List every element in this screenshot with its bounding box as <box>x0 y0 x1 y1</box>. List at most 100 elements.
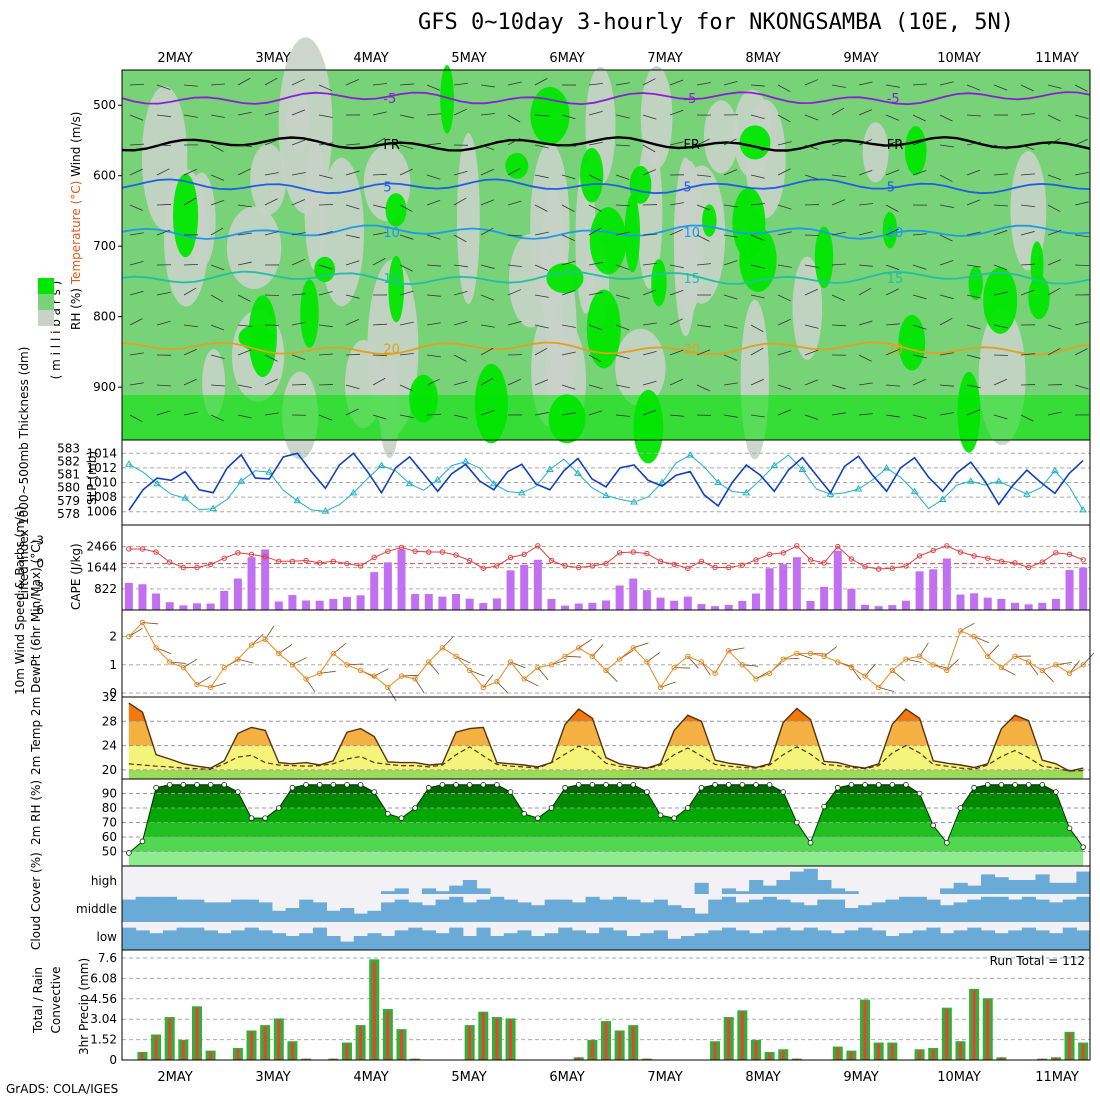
rh-legend-light <box>38 310 54 326</box>
rh2m-point <box>862 781 868 788</box>
temperature-contour-label: FR <box>887 138 904 153</box>
precip-conv-bar <box>918 1050 922 1060</box>
wind-barb <box>885 323 900 326</box>
cape-bar <box>274 601 283 610</box>
cloud-cell <box>190 899 205 922</box>
cloud-cell <box>871 902 886 922</box>
wind-barb <box>291 109 306 116</box>
rh2m-band <box>128 837 1084 852</box>
date-label-top: 9MAY <box>843 51 878 66</box>
wind-barb <box>912 139 927 146</box>
wind10m-point <box>589 653 596 660</box>
rh-patch-dark <box>586 289 621 369</box>
wind-barb <box>453 380 468 386</box>
temperature-contour-line <box>121 224 1091 240</box>
cape-bar <box>997 598 1006 610</box>
wind10m-point <box>316 670 323 676</box>
cloud-cell <box>558 927 573 950</box>
precip-conv-bar <box>877 1043 881 1060</box>
wind-barb <box>966 354 981 359</box>
wind-barb <box>993 264 1008 271</box>
li-point <box>616 550 623 556</box>
cape-bar <box>1038 602 1047 610</box>
wind-barb <box>777 384 792 390</box>
thickness-point <box>658 478 666 485</box>
wind-barb <box>1047 411 1062 416</box>
precip-conv-bar <box>727 1018 731 1060</box>
temperature-contour-label: 10 <box>383 226 400 241</box>
precip-conv-bar <box>277 1019 281 1060</box>
wind-barb <box>966 294 981 299</box>
temperature-contour-line <box>121 135 1091 152</box>
rh2m-point <box>1053 789 1059 795</box>
li-point <box>848 556 855 562</box>
cape-bar <box>779 564 788 610</box>
cloud-cell <box>408 902 423 922</box>
wind-barb <box>1047 287 1061 296</box>
credit-text: GrADS: COLA/IGES <box>6 1082 119 1096</box>
wind-barb <box>129 143 144 146</box>
wind10m-point <box>1012 653 1018 660</box>
cloud-cell <box>776 880 791 894</box>
wind-barb <box>750 203 765 206</box>
wind-barb <box>1020 173 1035 176</box>
cloud-cell <box>476 888 491 894</box>
wind-barb <box>372 258 386 266</box>
li-point <box>671 561 677 568</box>
wind-barb <box>426 199 441 206</box>
wind-barb <box>210 114 225 118</box>
rh2m-point <box>371 789 378 795</box>
date-label-top: 4MAY <box>353 51 388 66</box>
precip-conv-bar <box>713 1042 717 1060</box>
wind-barb <box>804 114 819 121</box>
wind-barb <box>696 138 710 146</box>
temp-band <box>128 703 1084 722</box>
wind-barb <box>480 144 495 151</box>
wind-barb <box>1020 353 1035 356</box>
rh2m-point <box>357 781 364 788</box>
date-label-top: 10MAY <box>937 51 981 66</box>
cape-bar <box>302 600 311 610</box>
wind-barb <box>210 414 224 422</box>
wind-barb <box>750 144 764 152</box>
li-point <box>603 560 609 567</box>
wind-barb <box>939 144 954 148</box>
cloud-cell <box>340 908 355 922</box>
precip-conv-bar <box>1040 1058 1044 1060</box>
wind-barb <box>561 384 576 390</box>
cloud-cell <box>122 899 137 922</box>
precip-conv-bar <box>495 1018 499 1060</box>
cloud-cell <box>421 930 437 950</box>
cape-bar <box>588 602 597 610</box>
wind-barb <box>777 294 791 302</box>
li-point <box>985 555 991 561</box>
rh2m-band <box>128 793 1084 808</box>
thickness-point <box>125 460 133 467</box>
cloud-cell <box>1008 930 1023 950</box>
wind-barb <box>831 107 845 116</box>
wind-barb <box>399 83 414 86</box>
cloud-cell <box>1076 896 1091 922</box>
wind-barb <box>372 231 387 236</box>
wind-barb <box>291 354 306 360</box>
wind-barb <box>156 204 172 206</box>
dewpt-line <box>128 744 1084 772</box>
wind-barb <box>372 111 387 116</box>
cloud-cell <box>149 933 164 950</box>
li-point <box>766 551 773 558</box>
cloud-cell <box>790 930 805 950</box>
cloud-cell <box>312 902 328 922</box>
cloud-cell <box>217 902 232 922</box>
wind-barb <box>1074 114 1089 120</box>
temperature-contour-label: 5 <box>683 180 691 195</box>
wind-barb <box>345 234 360 239</box>
wind-barb <box>642 322 657 326</box>
precip-conv-bar <box>290 1042 294 1060</box>
cloud-cell <box>462 880 477 894</box>
wind-barb <box>588 204 602 212</box>
rh-patch-dark <box>983 267 1018 334</box>
rh2m-point <box>398 815 405 821</box>
wind-barb <box>399 264 413 272</box>
cloud-cell <box>190 927 205 950</box>
precip-conv-bar <box>972 990 976 1060</box>
